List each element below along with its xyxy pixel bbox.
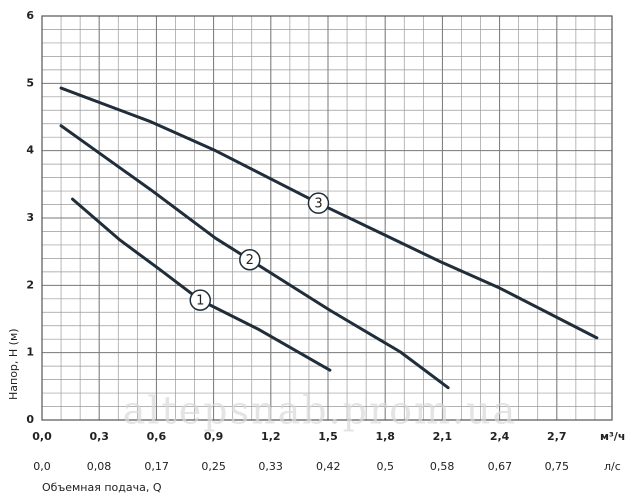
y-tick-label: 3 [26,211,34,224]
x-tick-label: 1,8 [375,430,395,443]
y-tick-label: 2 [26,278,34,291]
x2-tick-label: 0,67 [488,460,513,473]
curve-label-circle [239,248,261,271]
x-tick-label: 0,6 [147,430,167,443]
y-tick-label: 4 [26,144,34,157]
curve [71,197,332,372]
x-tick-label: 2,1 [433,430,453,443]
x2-tick-label: 0,42 [316,460,341,473]
curve-label: 3 [314,197,322,212]
x-tick-label: 2,4 [490,430,510,443]
x-tick-label: 1,2 [261,430,281,443]
y-tick-label: 1 [26,346,34,359]
y-axis-label: Напор, H (м) [7,328,20,400]
curve-label-circle [307,192,330,214]
x2-tick-label: 0,17 [144,460,169,473]
x-axis-label: Объемная подача, Q [42,481,162,494]
x2-tick-label: 0,0 [33,460,51,473]
curve [59,86,599,340]
y-tick-label: 6 [26,9,34,22]
y-tick-label: 5 [26,76,34,89]
curve-label: 1 [196,294,204,309]
curve-label-circle [189,289,212,311]
x2-tick-label: 0,58 [430,460,455,473]
x-tick-label: 2,7 [547,430,567,443]
plot-frame [41,15,613,421]
x-tick-label: 0,9 [204,430,224,443]
x-tick-label: 1,5 [318,430,338,443]
y-tick-label: 0 [26,413,34,426]
x2-tick-label: 0,5 [376,460,394,473]
x2-tick-label: 0,75 [545,460,570,473]
watermark: altepsnab.prom.ua [123,389,518,433]
x2-tick-label: 0,25 [201,460,226,473]
curve-label: 2 [246,253,254,268]
x-unit: м³/ч [600,430,625,443]
x-tick-label: 0,3 [89,430,109,443]
x-tick-label: 0,0 [32,430,52,443]
x2-tick-label: 0,08 [87,460,112,473]
x2-tick-label: 0,33 [258,460,283,473]
x2-unit: л/с [604,460,621,473]
